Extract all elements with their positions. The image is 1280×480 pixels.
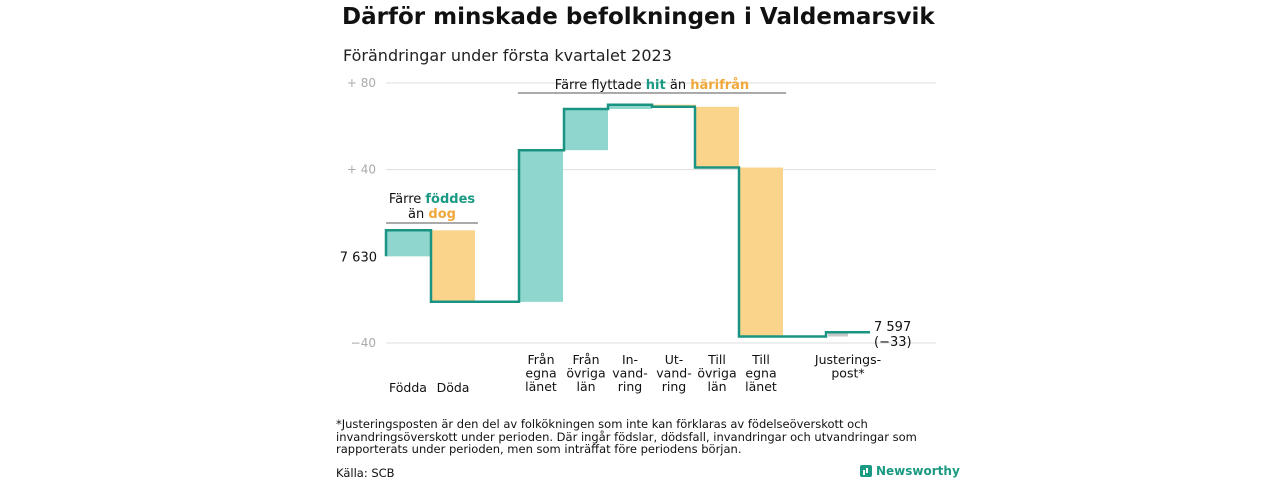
category-label: Till [751, 352, 770, 367]
y-tick-label: −40 [351, 336, 376, 350]
annotation-births-deaths: Färre föddes [389, 192, 476, 207]
category-label: egna [745, 366, 776, 381]
chart-subtitle: Förändringar under första kvartalet 2023 [343, 46, 672, 65]
category-label: egna [525, 366, 556, 381]
cumulative-step-line [384, 103, 870, 338]
category-label: post* [831, 366, 864, 381]
category-label: Från [527, 352, 554, 367]
footnote: *Justeringsposten är den del av folkökni… [336, 417, 917, 456]
category-label: län [576, 379, 595, 394]
end-value-label: 7 597 [874, 320, 911, 335]
bar-9 [828, 332, 848, 337]
category-label: övriga [566, 366, 605, 381]
bar-4 [564, 109, 608, 151]
category-label: Till [707, 352, 726, 367]
annotation-migration: Färre flyttade hit än härifrån [555, 78, 749, 93]
bar-7 [695, 106, 739, 168]
category-label: Justerings- [814, 352, 881, 367]
bar-chart-icon [860, 465, 872, 477]
category-label: län [707, 379, 726, 394]
start-value-label: 7 630 [340, 250, 377, 265]
category-label: Födda [389, 380, 427, 395]
brand-name: Newsworthy [876, 464, 960, 478]
bar-3 [519, 150, 563, 302]
category-label: Från [572, 352, 599, 367]
bar-1 [386, 230, 430, 257]
bar-5 [608, 104, 652, 109]
category-label: ring [618, 379, 642, 394]
category-label: länet [745, 379, 777, 394]
annotation-births-deaths: än dog [408, 207, 456, 222]
y-tick-label: + 40 [347, 163, 376, 177]
category-label: övriga [697, 366, 736, 381]
category-label: länet [525, 379, 557, 394]
bar-8 [739, 167, 783, 337]
category-label: In- [622, 352, 638, 367]
bar-2 [431, 230, 475, 302]
category-label: vand- [612, 366, 647, 381]
category-label: ring [662, 379, 686, 394]
source-note: Källa: SCB [336, 466, 395, 480]
category-label: vand- [656, 366, 691, 381]
y-tick-label: + 80 [347, 76, 376, 90]
end-change-label: (−33) [874, 335, 912, 350]
category-label: Ut- [665, 352, 684, 367]
category-label: Döda [437, 380, 470, 395]
chart-title: Därför minskade befolkningen i Valdemars… [342, 4, 935, 30]
brand-logo: Newsworthy [860, 464, 960, 478]
